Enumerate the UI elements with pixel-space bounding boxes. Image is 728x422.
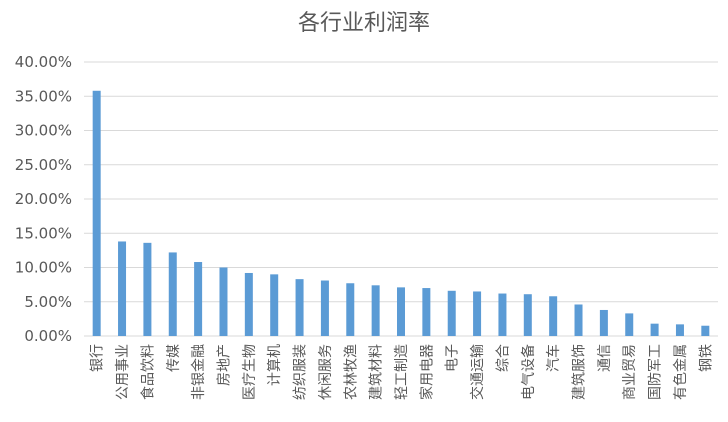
bar [523,294,532,336]
x-tick-label: 计算机 [267,344,283,386]
x-tick-label: 国防军工 [648,344,664,400]
x-tick-label: 医疗生物 [242,344,258,400]
x-tick-label: 商业贸易 [622,344,638,400]
x-tick-label: 建筑材料 [369,344,385,400]
bar [574,304,583,336]
bar [371,285,380,336]
bar [701,325,710,336]
x-tick-label: 通信 [597,344,613,372]
bar [447,290,456,336]
chart-title: 各行业利润率 [298,11,430,36]
y-tick-label: 30.00% [15,122,72,140]
y-tick-label: 25.00% [15,156,72,174]
x-tick-label: 公用事业 [115,344,131,400]
x-tick-label: 电子 [445,344,461,372]
x-tick-label: 休闲服务 [318,344,334,400]
bar [194,262,203,336]
x-tick-label: 传媒 [166,344,182,372]
x-tick-label: 农林牧渔 [343,344,359,400]
x-axis-ticks: 银行 公用事业 食品饮料 传媒 非银金融 房地产 医疗生物 计算机 纺织服装 休闲服务 农林牧渔 建筑… [90,344,715,400]
x-tick-label: 汽车 [545,344,562,372]
x-tick-label: 综合 [495,344,511,372]
grid-layer [84,61,718,337]
x-tick-label: 食品饮料 [139,344,156,400]
x-tick-label: 交通运输 [469,344,486,400]
bar-layer [92,90,710,337]
x-tick-label: 电气设备 [520,344,537,400]
x-tick-label: 房地产 [216,344,232,386]
y-tick-label: 0.00% [24,327,72,345]
bar [675,324,684,336]
x-tick-label: 建筑服饰 [572,344,588,400]
bar [625,313,634,336]
bar [320,280,329,336]
x-tick-label: 家用电器 [418,344,435,400]
bar [92,90,101,337]
y-axis-ticks: 0.00% 5.00% 10.00% 15.00% 20.00% 25.00% 30.00%… [15,53,72,345]
x-tick-label: 有色金属 [672,344,689,400]
bar [244,272,253,336]
bar [168,252,177,336]
bar [219,267,228,336]
bar [650,323,659,336]
y-tick-label: 20.00% [15,190,72,208]
y-tick-label: 5.00% [24,293,72,311]
bar [346,283,355,336]
x-tick-label: 银行 [90,344,106,372]
x-tick-label: 纺织服装 [293,344,309,400]
x-tick-label: 轻工制造 [394,344,410,400]
bar [498,293,507,336]
y-tick-label: 35.00% [15,87,72,105]
x-tick-label: 钢铁 [698,344,714,372]
y-tick-label: 15.00% [15,224,72,242]
bar [295,279,304,336]
bar [599,309,608,336]
bar [549,296,558,336]
bar [270,274,279,336]
bar [118,241,127,336]
bar [422,288,431,336]
bar [397,287,405,336]
y-tick-label: 40.00% [15,53,72,71]
x-tick-label: 非银金融 [191,344,207,400]
y-tick-label: 10.00% [15,259,72,277]
bar [143,242,152,336]
bar [473,291,482,336]
